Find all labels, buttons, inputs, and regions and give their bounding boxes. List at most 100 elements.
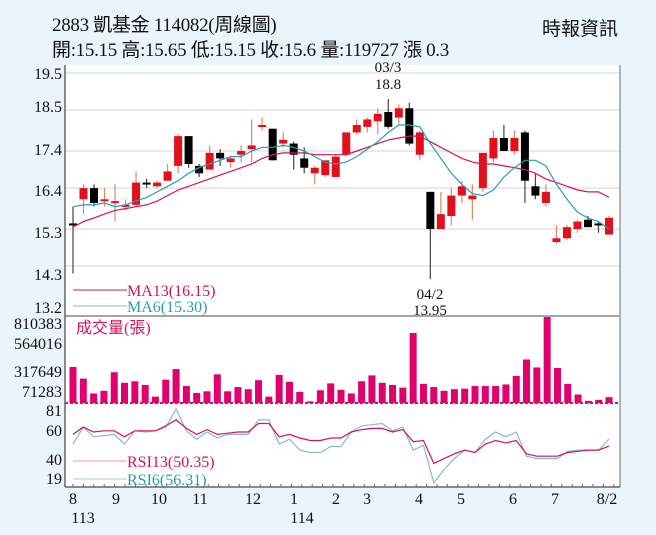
candle-down <box>300 158 309 168</box>
volume-bar <box>255 380 263 403</box>
rsi6-legend: RSI6(56.31) <box>127 472 207 489</box>
y-tick: 564016 <box>14 336 62 353</box>
y-tick: 317649 <box>14 364 62 381</box>
volume-bar <box>471 386 479 403</box>
candle-up <box>100 199 109 202</box>
y-tick: 19.5 <box>34 66 62 83</box>
candle-up <box>562 227 571 239</box>
volume-bar <box>79 378 87 403</box>
volume-bar <box>203 391 211 403</box>
volume-bar <box>90 393 98 403</box>
volume-bar <box>234 387 242 403</box>
x-minor-ticks <box>72 484 615 487</box>
volume-bar <box>605 397 613 403</box>
candle-up <box>174 136 183 166</box>
candle-down <box>426 191 435 229</box>
candle-down <box>594 223 603 226</box>
candle-up <box>258 125 267 127</box>
plot-area <box>65 65 620 487</box>
candle-up <box>321 160 330 176</box>
x-year-label: 114 <box>290 510 313 527</box>
y-tick: 81 <box>46 403 62 420</box>
rsi13-line <box>72 419 610 465</box>
candle-up <box>373 113 382 122</box>
y-tick: 13.2 <box>34 300 62 317</box>
y-tick: 810383 <box>14 316 62 333</box>
candle-up <box>121 204 130 207</box>
x-tick: 9 <box>112 491 120 508</box>
volume-bar <box>224 391 232 403</box>
x-tick: 7 <box>551 491 559 508</box>
volume-bar <box>141 384 149 403</box>
x-tick: 11 <box>192 491 207 508</box>
volume-bar <box>440 390 448 403</box>
candle-up <box>447 195 456 216</box>
candle-down <box>184 136 193 164</box>
volume-bar <box>100 390 108 403</box>
volume-bar <box>131 381 139 403</box>
candle-down <box>289 143 298 155</box>
x-tick: 5 <box>457 491 465 508</box>
candle-up <box>510 138 519 151</box>
volume-bar <box>285 381 293 403</box>
low-value-annotation: 13.95 <box>413 303 447 319</box>
volume-bar <box>409 332 417 403</box>
candle-up <box>394 108 403 118</box>
candle-up <box>457 186 466 196</box>
volume-bar <box>512 375 520 403</box>
volume-bar <box>121 382 129 403</box>
candle-up <box>478 152 487 189</box>
ma6-legend: MA6(15.30) <box>127 299 207 316</box>
candle-up <box>541 191 550 203</box>
ohlc-summary: 開:15.15 高:15.65 低:15.15 收:15.6 量:119727 … <box>52 40 449 61</box>
x-tick: 12 <box>245 491 261 508</box>
y-tick: 15.3 <box>34 225 62 242</box>
volume-bar <box>337 389 345 403</box>
candle-up <box>237 151 246 155</box>
volume-bar <box>553 367 561 403</box>
volume-bar <box>213 374 221 403</box>
volume-bar <box>543 317 551 403</box>
candle-up <box>342 132 351 155</box>
candle-down <box>69 223 77 226</box>
y-tick: 14.3 <box>34 267 62 284</box>
volume-bar <box>69 366 77 403</box>
volume-bar <box>162 379 170 403</box>
candle-down <box>90 188 99 203</box>
candle-up <box>573 221 582 229</box>
volume-bar <box>182 386 190 403</box>
volume-bar <box>389 384 397 403</box>
candle-up <box>489 138 498 159</box>
y-tick: 17.4 <box>34 142 62 159</box>
candle-down <box>520 132 529 181</box>
candle-down <box>405 108 414 144</box>
rsi6-line <box>72 407 610 485</box>
volume-bar <box>265 396 273 403</box>
volume-bar <box>368 375 376 403</box>
y-tick: 71283 <box>22 384 62 401</box>
candle-up <box>111 201 120 204</box>
high-value-annotation: 18.8 <box>375 77 401 93</box>
candle-up <box>352 125 361 133</box>
candle-up <box>226 158 235 163</box>
x-tick: 8 <box>69 491 77 508</box>
volume-bar <box>151 396 159 403</box>
low-date-annotation: 04/2 <box>417 287 444 303</box>
x-axis: 8 9 10 11 12 1 2 3 4 5 6 7 8/2 113 114 <box>69 491 617 527</box>
volume-bar <box>193 392 201 403</box>
high-date-annotation: 03/3 <box>375 60 402 76</box>
candle-up <box>205 152 214 170</box>
rsi-axis: 81 60 40 19 <box>46 403 62 488</box>
volume-bar <box>172 369 180 403</box>
candle-up <box>468 195 477 200</box>
x-tick: 1 <box>290 491 298 508</box>
x-tick: 10 <box>151 491 167 508</box>
candle-down <box>499 138 508 151</box>
x-tick: 4 <box>415 491 423 508</box>
y-tick: 18.5 <box>34 99 62 116</box>
volume-bar <box>450 389 458 403</box>
volume-bar <box>275 374 283 403</box>
volume-bar <box>564 383 572 403</box>
volume-bar <box>584 400 592 403</box>
